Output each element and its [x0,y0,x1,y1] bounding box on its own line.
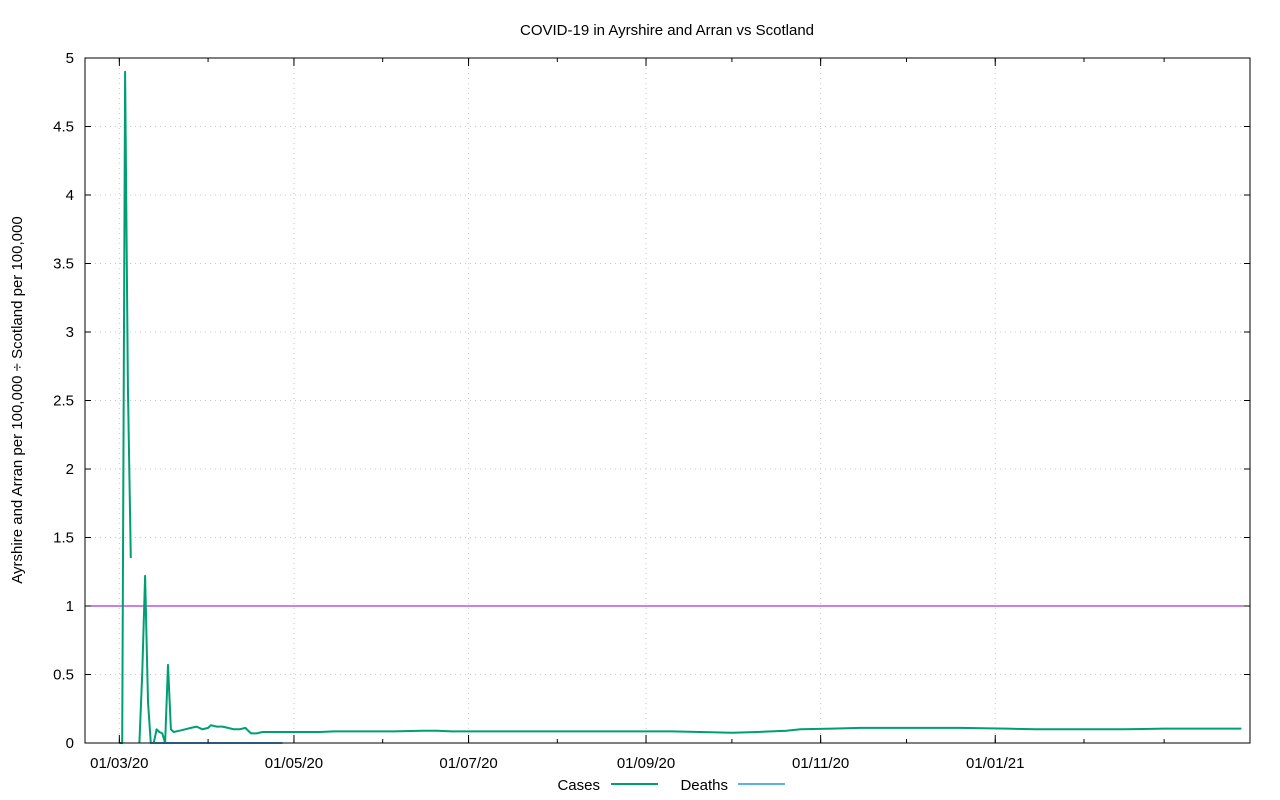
series-line-cases [119,70,132,744]
y-tick-label: 0 [66,735,74,752]
x-tick-label: 01/07/20 [439,755,497,772]
legend-cases-label: Cases [557,777,600,794]
x-tick-label: 01/05/20 [265,755,323,772]
x-tick-label: 01/01/21 [966,755,1024,772]
y-tick-label: 3.5 [53,256,74,273]
x-tick-label: 01/03/20 [90,755,148,772]
y-tick-label: 0.5 [53,667,74,684]
y-tick-label: 2.5 [53,393,74,410]
plot-area [85,70,1250,744]
y-tick-label: 5 [66,50,74,67]
plot-frame [84,57,1251,744]
y-tick-label: 2 [66,461,74,478]
axes: 0 0.5 1 1.5 2 2.5 3 3.5 4 4.5 5 01/03/20 01/05/20 01/… [53,50,1251,772]
y-tick-label: 3 [66,324,74,341]
grid [85,58,1250,743]
series-cases [119,70,1242,744]
y-tick-label: 1.5 [53,530,74,547]
y-tick-label: 4.5 [53,119,74,136]
y-axis-label: Ayrshire and Arran per 100,000 ÷ Scotlan… [9,216,26,583]
y-tick-label: 1 [66,598,74,615]
x-tick-label: 01/09/20 [617,755,675,772]
x-tick-label: 01/11/20 [792,755,849,772]
y-tick-label: 4 [66,187,74,204]
series-line-cases [138,574,1242,744]
legend: Cases Deaths [557,777,785,794]
legend-deaths-label: Deaths [680,777,728,794]
chart-title: COVID-19 in Ayrshire and Arran vs Scotla… [520,22,814,39]
